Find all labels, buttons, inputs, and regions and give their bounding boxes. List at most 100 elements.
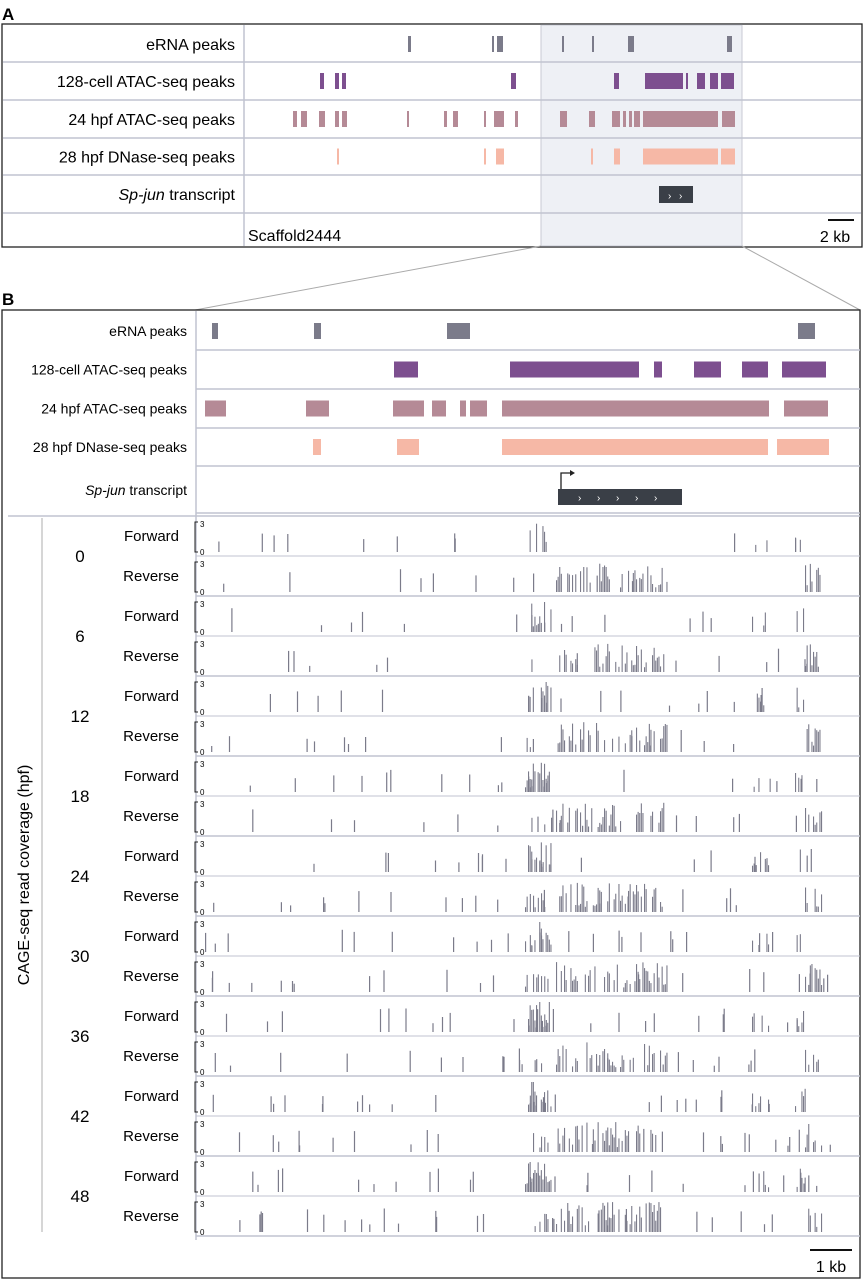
cage-coverage-bar (542, 691, 544, 712)
cage-coverage-bar (656, 963, 658, 992)
cage-coverage-bar (644, 883, 646, 912)
cage-y-min-label: 0 (200, 1188, 205, 1197)
cage-coverage-bar (557, 1049, 559, 1072)
cage-coverage-bar (787, 1022, 789, 1032)
cage-coverage-bar (565, 654, 567, 672)
cage-coverage-bar (578, 905, 580, 912)
cage-coverage-bar (660, 1095, 662, 1112)
cage-coverage-bar (537, 816, 539, 832)
strand-label-forward: Forward (124, 528, 179, 545)
panel-a-peak (623, 111, 626, 127)
cage-coverage-bar (613, 1137, 615, 1152)
cage-coverage-bar (768, 1187, 770, 1192)
cage-coverage-bar (323, 1214, 325, 1232)
cage-coverage-bar (677, 1052, 679, 1072)
cage-coverage-bar (805, 808, 807, 832)
strand-label-reverse: Reverse (123, 648, 179, 665)
cage-coverage-bar (588, 975, 590, 992)
cage-coverage-bar (541, 1063, 543, 1072)
strand-label-reverse: Reverse (123, 808, 179, 825)
cage-coverage-bar (544, 602, 546, 632)
cage-coverage-bar (722, 1014, 724, 1032)
panel-b-peak (470, 400, 487, 417)
cage-coverage-bar (539, 773, 541, 792)
panel-a-peak (408, 36, 411, 52)
cage-coverage-bar (795, 815, 797, 832)
cage-coverage-bar (713, 1065, 715, 1072)
cage-coverage-bar (541, 976, 543, 992)
cage-coverage-bar (542, 862, 544, 872)
cage-coverage-bar (544, 1014, 546, 1032)
cage-coverage-bar (541, 1021, 543, 1032)
cage-coverage-bar (662, 1064, 664, 1072)
cage-coverage-bar (608, 579, 610, 592)
cage-coverage-bar (557, 1128, 559, 1152)
cage-coverage-bar (536, 523, 538, 552)
cage-coverage-bar (432, 1023, 434, 1032)
cage-coverage-bar (653, 889, 655, 912)
cage-coverage-bar (536, 1172, 538, 1192)
cage-coverage-bar (602, 817, 604, 832)
cage-coverage-bar (534, 771, 536, 792)
cage-y-axis (194, 1161, 198, 1193)
cage-coverage-bar (768, 865, 770, 872)
cage-coverage-bar (518, 1048, 520, 1072)
cage-coverage-bar (798, 707, 800, 712)
cage-coverage-bar (616, 964, 618, 992)
cage-coverage-bar (804, 1177, 806, 1192)
cage-coverage-bar (213, 902, 215, 912)
cage-coverage-bar (644, 1044, 646, 1072)
cage-coverage-bar (650, 1203, 652, 1232)
cage-coverage-bar (461, 898, 463, 912)
svg-text:›: › (635, 493, 638, 504)
cage-coverage-bar (816, 969, 818, 992)
cage-y-max-label: 3 (200, 920, 205, 929)
cage-coverage-bar (689, 618, 691, 632)
cage-coverage-bar (632, 665, 634, 672)
panel-a-peak (629, 111, 632, 127)
cage-coverage-bar (434, 860, 437, 872)
cage-coverage-bar (547, 1219, 549, 1232)
cage-coverage-bar (545, 783, 547, 792)
cage-coverage-bar (227, 933, 229, 952)
cage-coverage-bar (539, 1147, 541, 1152)
cage-axis-label: CAGE-seq read coverage (hpf) (16, 765, 33, 986)
cage-coverage-bar (644, 968, 646, 992)
panel-a-peak (484, 111, 486, 127)
cage-coverage-bar (477, 853, 480, 872)
cage-coverage-bar (449, 1012, 451, 1032)
cage-coverage-bar (321, 1104, 324, 1112)
cage-coverage-bar (575, 659, 577, 672)
cage-coverage-bar (638, 974, 640, 992)
cage-coverage-bar (599, 1055, 601, 1072)
cage-coverage-bar (816, 1061, 818, 1072)
cage-coverage-bar (570, 968, 572, 992)
cage-coverage-bar (631, 736, 633, 752)
cage-coverage-bar (531, 615, 533, 632)
cage-coverage-bar (607, 643, 609, 672)
cage-coverage-bar (586, 819, 588, 832)
cage-coverage-bar (652, 1054, 654, 1072)
cage-coverage-bar (744, 1132, 746, 1152)
cage-coverage-bar (281, 1011, 283, 1032)
cage-coverage-bar (306, 1209, 309, 1232)
cage-coverage-bar (528, 845, 530, 872)
cage-coverage-bar (284, 1095, 286, 1112)
panel-b-scale-label: 1 kb (816, 1259, 846, 1276)
cage-coverage-bar (544, 695, 546, 712)
cage-coverage-bar (639, 979, 641, 992)
cage-coverage-bar (547, 1022, 549, 1032)
cage-coverage-bar (599, 666, 601, 672)
panel-b-peak (782, 361, 826, 378)
cage-coverage-bar (817, 1059, 819, 1072)
cage-coverage-bar (664, 984, 666, 992)
cage-coverage-bar (629, 1224, 631, 1232)
strand-label-reverse: Reverse (123, 568, 179, 585)
panel-b-peak (798, 323, 815, 339)
cage-coverage-bar (597, 887, 599, 912)
cage-coverage-bar (363, 539, 365, 552)
cage-coverage-bar (803, 1183, 805, 1192)
cage-coverage-bar (231, 608, 233, 632)
panel-a-peak (484, 148, 486, 165)
cage-coverage-bar (702, 611, 704, 632)
